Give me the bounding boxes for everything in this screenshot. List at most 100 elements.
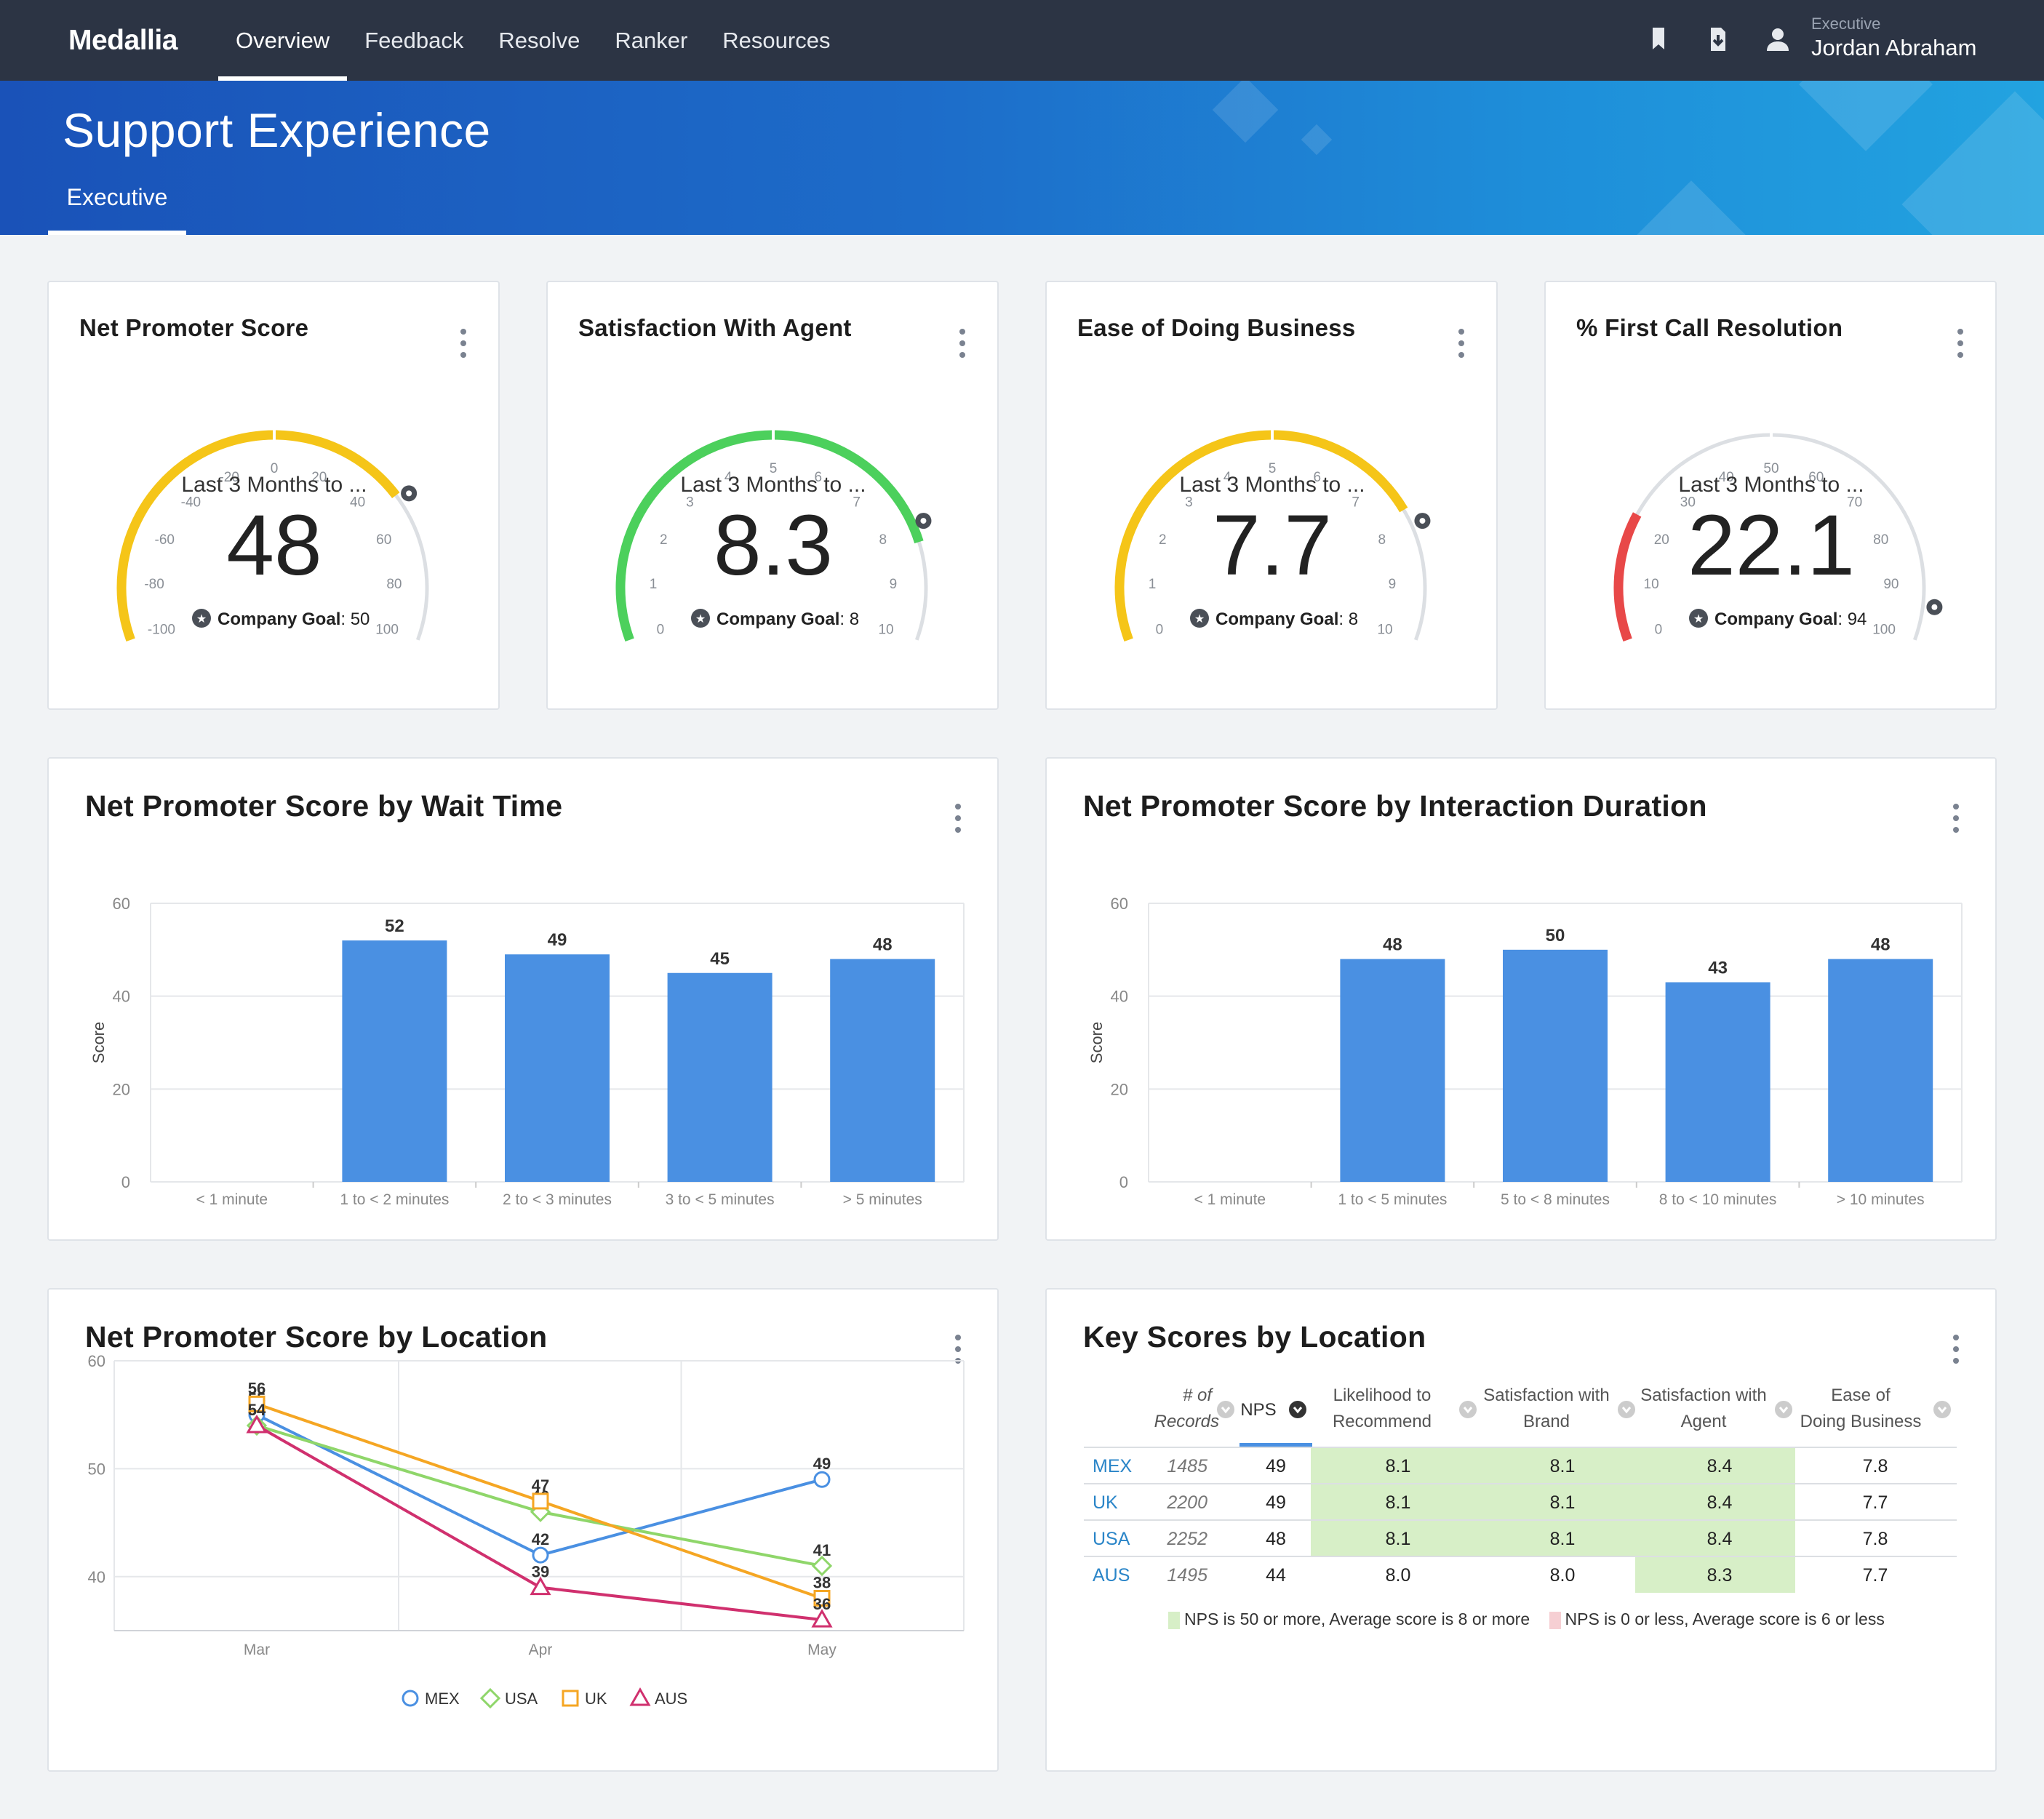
gauge-tick-label: -20 (219, 470, 239, 485)
key-scores-table: # of Records NPS Likelihood to Recommend Sati… (1084, 1386, 1957, 1593)
legend-good-text: NPS is 50 or more, Average score is 8 or… (1184, 1610, 1530, 1628)
gauge-value: 22.1 (1688, 497, 1855, 593)
series-uk: 56 47 38 (248, 1379, 831, 1607)
legend-bad-text: NPS is 0 or less, Average score is 6 or … (1565, 1610, 1885, 1628)
x-tick-label: 2 to < 3 minutes (503, 1191, 612, 1208)
point-value-label: 47 (532, 1476, 549, 1495)
header-line: Satisfaction with (1483, 1386, 1609, 1405)
gauge-tick-label: 3 (1185, 495, 1193, 510)
more-options-icon[interactable] (1454, 329, 1469, 364)
bookmark-icon[interactable] (1645, 25, 1672, 54)
bar-value-label: 43 (1708, 959, 1728, 978)
user-menu[interactable]: Executive Jordan Abraham (1811, 15, 1976, 61)
bar (667, 972, 773, 1182)
more-options-icon[interactable] (456, 329, 471, 364)
gauge-value: 48 (226, 497, 322, 593)
medallia-logo[interactable]: Medallia (68, 25, 177, 56)
x-tick-label: 8 to < 10 minutes (1659, 1191, 1777, 1208)
y-axis-label: Score (1087, 1022, 1106, 1063)
card-title: Ease of Doing Business (1077, 314, 1356, 341)
header-line: NPS (1240, 1400, 1276, 1420)
chart-card-interaction-duration: Net Promoter Score by Interaction Durati… (1045, 757, 1997, 1241)
goal-marker-dot (1931, 604, 1938, 610)
more-options-icon[interactable] (1949, 1335, 1963, 1370)
more-options-icon[interactable] (951, 804, 965, 839)
tab-executive[interactable]: Executive (48, 174, 186, 235)
download-icon[interactable] (1705, 25, 1731, 54)
banner-decoration (1901, 91, 2044, 235)
column-header: NPS (1240, 1400, 1306, 1420)
gauge-tick-label: 100 (375, 622, 399, 637)
header-line: Satisfaction with (1640, 1386, 1766, 1405)
nav-feedback[interactable]: Feedback (364, 28, 464, 53)
nav-resolve[interactable]: Resolve (498, 28, 580, 53)
records-cell: 2200 (1166, 1492, 1207, 1513)
brand-cell: 8.1 (1550, 1529, 1576, 1549)
more-options-icon[interactable] (955, 329, 970, 364)
kpi-card-satisfaction-agent: Satisfaction With Agent 0 1 2 3 4 5 6 7 8 9 10 Last… (546, 281, 999, 710)
bar (1828, 959, 1933, 1182)
banner-decoration (1634, 180, 1748, 235)
ltr-cell: 8.0 (1386, 1565, 1411, 1586)
chart-card-location: Net Promoter Score by Location 40 50 60 Mar… (47, 1288, 999, 1772)
more-options-icon[interactable] (1949, 804, 1963, 839)
page-title: Support Experience (63, 103, 491, 157)
location-link: USA (1093, 1529, 1130, 1549)
y-tick-label: 60 (88, 1352, 105, 1370)
nps-cell: 49 (1266, 1456, 1286, 1476)
gauge-tick-label: 6 (1314, 470, 1322, 485)
star-glyph: ★ (1693, 613, 1704, 625)
banner-decoration (1212, 81, 1279, 143)
highlight-cell (1635, 1521, 1795, 1556)
banner-decoration (1301, 124, 1333, 156)
header-line: Brand (1523, 1412, 1570, 1431)
gauge-tick-label: 10 (878, 622, 893, 637)
bar-value-label: 49 (548, 930, 567, 950)
ease-cell: 7.7 (1863, 1565, 1888, 1586)
bar-value-label: 48 (1871, 935, 1891, 955)
agent-cell: 8.3 (1707, 1565, 1733, 1586)
goal-label: Company Goal (1714, 609, 1837, 629)
header-line: Likelihood to (1333, 1386, 1432, 1405)
gauge-tick-label: 7 (1352, 495, 1360, 510)
company-goal-text: Company Goal: 8 (1215, 609, 1358, 629)
header-line: Doing Business (1800, 1412, 1922, 1431)
card-title: Net Promoter Score (79, 314, 309, 341)
nps-gauge: -100 -80 -60 -40 -20 0 20 40 60 80 100 Last 3 Month… (116, 429, 429, 642)
nav-resources[interactable]: Resources (722, 28, 831, 53)
point-marker (402, 1690, 419, 1707)
point-value-label: 56 (248, 1379, 266, 1397)
table-row: UK 2200 49 8.1 8.1 8.4 7.7 (1084, 1484, 1957, 1521)
gauge-tick-label: -100 (148, 622, 175, 637)
gauge-tick-label: 7 (853, 495, 861, 510)
gauge-tick-label: 10 (1377, 622, 1392, 637)
goal-marker-dot (1419, 518, 1426, 524)
gauge-tick-label: 40 (1719, 470, 1734, 485)
gauge-period-label: Last 3 Months to ... (1678, 473, 1864, 497)
sort-icon (1289, 1401, 1306, 1418)
point-marker (562, 1690, 579, 1707)
kpi-card-ease: Ease of Doing Business 0 1 2 3 4 5 6 7 8 9 10 Last … (1045, 281, 1498, 710)
bar-value-label: 52 (385, 916, 404, 936)
nav-overview[interactable]: Overview (218, 0, 348, 81)
gauge-tick-label: 4 (1223, 470, 1231, 485)
y-tick-label: 20 (1111, 1080, 1128, 1098)
brand-cell: 8.1 (1550, 1456, 1576, 1476)
active-sort-indicator (1239, 1443, 1312, 1447)
column-header: Satisfaction with Brand (1483, 1386, 1635, 1431)
more-options-icon[interactable] (1953, 329, 1968, 364)
records-cell: 1485 (1167, 1456, 1207, 1476)
nav-ranker[interactable]: Ranker (615, 28, 688, 53)
legend-label: MEX (425, 1690, 460, 1708)
point-marker (246, 1415, 268, 1434)
page-banner: Support Experience Executive (0, 81, 2044, 235)
highlight-cell (1472, 1484, 1635, 1520)
star-glyph: ★ (196, 613, 207, 625)
gauge-tick-label: 100 (1872, 622, 1896, 637)
bar (505, 954, 610, 1182)
user-icon[interactable] (1765, 25, 1791, 54)
point-value-label: 41 (813, 1541, 831, 1559)
bar-value-label: 48 (1383, 935, 1402, 955)
ease-gauge: 0 1 2 3 4 5 6 7 8 9 10 Last 3 Months to ...7.7 ★ Comp… (1114, 429, 1431, 642)
gauge-tick-label: 0 (271, 461, 279, 476)
